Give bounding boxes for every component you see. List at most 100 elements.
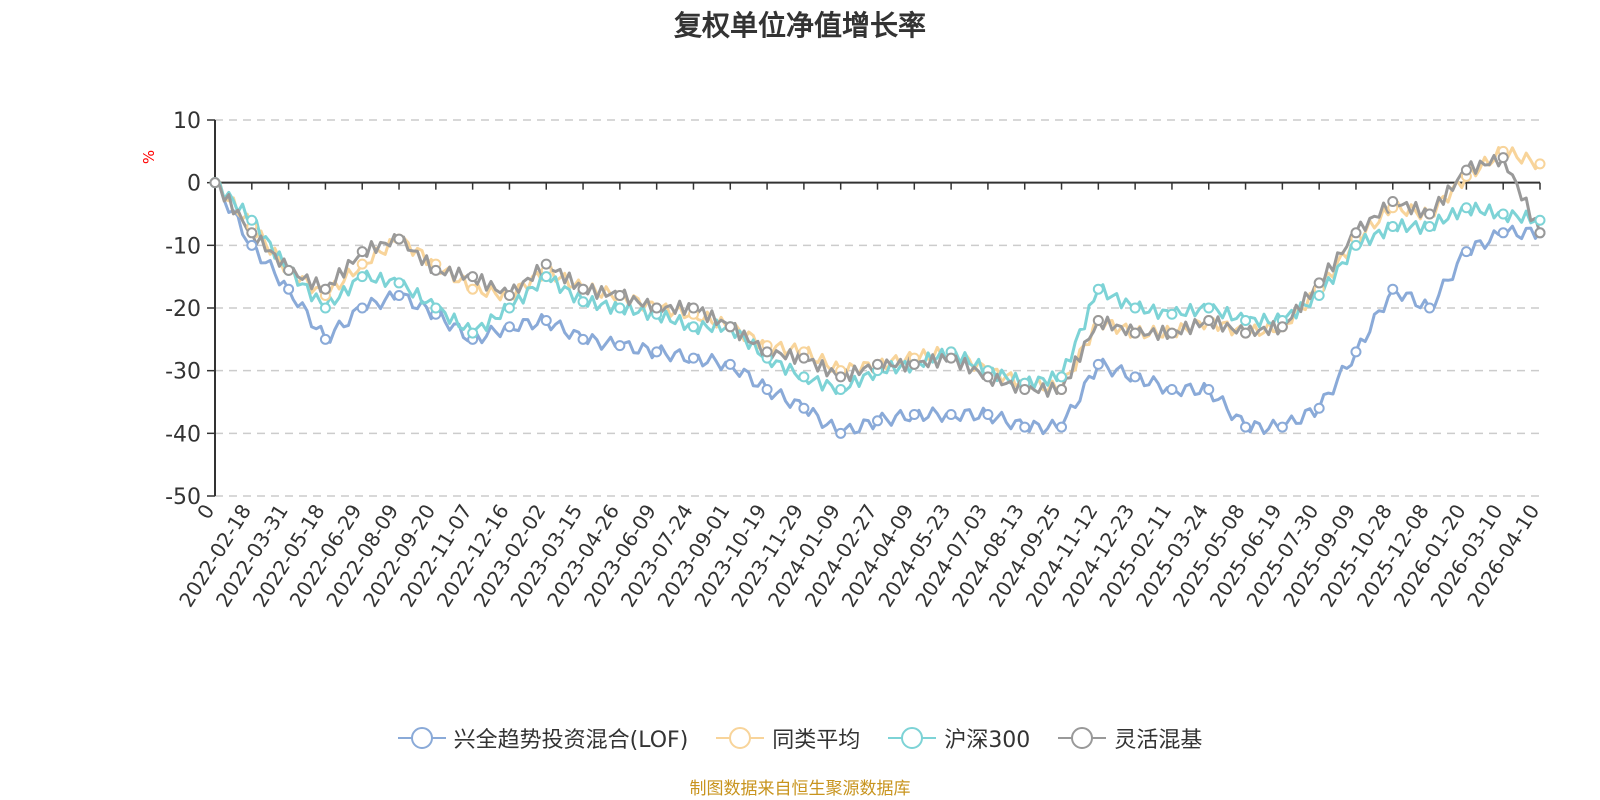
data-point	[1129, 302, 1141, 314]
data-point	[1534, 227, 1546, 239]
data-point	[1019, 383, 1031, 395]
data-point	[1129, 327, 1141, 339]
data-point	[945, 352, 957, 364]
data-point	[724, 321, 736, 333]
data-point	[1240, 421, 1252, 433]
data-point	[430, 264, 442, 276]
data-point	[1313, 277, 1325, 289]
data-point	[651, 302, 663, 314]
data-point	[1497, 152, 1509, 164]
data-point	[319, 333, 331, 345]
data-point	[430, 302, 442, 314]
legend-label: 灵活混基	[1114, 728, 1203, 753]
data-point	[687, 302, 699, 314]
data-point	[1092, 315, 1104, 327]
data-point	[1203, 315, 1215, 327]
data-point	[1203, 383, 1215, 395]
series-lines	[214, 146, 1542, 436]
data-point	[798, 402, 810, 414]
line-chart: 100-10-20-30-40-5002022-02-182022-03-312…	[165, 109, 1546, 611]
data-point	[503, 289, 515, 301]
legend-item-2[interactable]: 沪深300	[888, 722, 1030, 754]
data-point	[982, 371, 994, 383]
data-point	[1056, 383, 1068, 395]
data-point	[908, 358, 920, 370]
data-point	[319, 302, 331, 314]
legend-line-circle-icon	[397, 726, 446, 750]
data-point	[651, 346, 663, 358]
legend: 兴全趋势投资混合(LOF) 同类平均 沪深300 灵活混基	[0, 722, 1600, 754]
data-point	[356, 246, 368, 258]
data-point	[467, 283, 479, 295]
legend-item-1[interactable]: 同类平均	[716, 722, 860, 754]
data-point	[1092, 283, 1104, 295]
series-markers	[209, 145, 1546, 439]
data-point	[687, 352, 699, 364]
legend-label: 同类平均	[772, 728, 861, 753]
data-point	[614, 289, 626, 301]
data-point	[209, 177, 221, 189]
data-point	[614, 302, 626, 314]
data-point	[982, 409, 994, 421]
data-point	[687, 321, 699, 333]
data-point	[1387, 283, 1399, 295]
data-point	[1019, 421, 1031, 433]
data-point	[1424, 221, 1436, 233]
data-point	[1166, 383, 1178, 395]
y-tick-label: 10	[173, 109, 201, 134]
data-point	[835, 427, 847, 439]
data-point	[1313, 289, 1325, 301]
legend-item-0[interactable]: 兴全趋势投资混合(LOF)	[397, 722, 689, 754]
data-point	[393, 233, 405, 245]
data-point	[908, 409, 920, 421]
legend-label: 兴全趋势投资混合(LOF)	[453, 728, 689, 753]
data-point	[835, 383, 847, 395]
data-point	[1424, 208, 1436, 220]
y-tick-label: 0	[187, 172, 201, 197]
data-point	[1460, 246, 1472, 258]
data-point	[1460, 202, 1472, 214]
data-point	[540, 271, 552, 283]
y-tick-label: -10	[165, 234, 201, 259]
data-point	[945, 409, 957, 421]
data-point	[872, 358, 883, 370]
data-point	[283, 283, 295, 295]
x-tick-label: 0	[192, 500, 219, 524]
data-point	[1350, 239, 1362, 251]
data-point	[761, 346, 773, 358]
data-point	[1166, 308, 1178, 320]
legend-label: 沪深300	[944, 728, 1031, 753]
data-point	[577, 283, 589, 295]
data-point	[1276, 421, 1288, 433]
data-point	[1460, 164, 1472, 176]
legend-item-3[interactable]: 灵活混基	[1058, 722, 1202, 754]
y-tick-label: -20	[165, 297, 201, 322]
data-point	[872, 415, 883, 427]
data-point	[1056, 371, 1068, 383]
data-point	[1092, 358, 1104, 370]
data-point	[761, 383, 773, 395]
data-point	[577, 296, 589, 308]
legend-line-circle-icon	[716, 726, 765, 750]
data-point	[503, 321, 515, 333]
data-point	[1534, 158, 1546, 170]
data-point	[467, 327, 479, 339]
data-point	[246, 227, 258, 239]
data-point	[1350, 346, 1362, 358]
data-point	[319, 283, 331, 295]
data-point	[798, 352, 810, 364]
data-point	[1387, 195, 1399, 207]
data-point	[356, 258, 368, 270]
data-point	[1497, 227, 1509, 239]
data-point	[1313, 402, 1325, 414]
data-point	[724, 358, 736, 370]
data-point	[356, 302, 368, 314]
legend-line-circle-icon	[888, 726, 937, 750]
data-point	[246, 214, 258, 226]
data-point	[1387, 221, 1399, 233]
y-tick-label: -30	[165, 360, 201, 385]
data-point	[540, 315, 552, 327]
data-point	[798, 371, 810, 383]
y-tick-label: -50	[165, 485, 201, 510]
data-point	[540, 258, 552, 270]
